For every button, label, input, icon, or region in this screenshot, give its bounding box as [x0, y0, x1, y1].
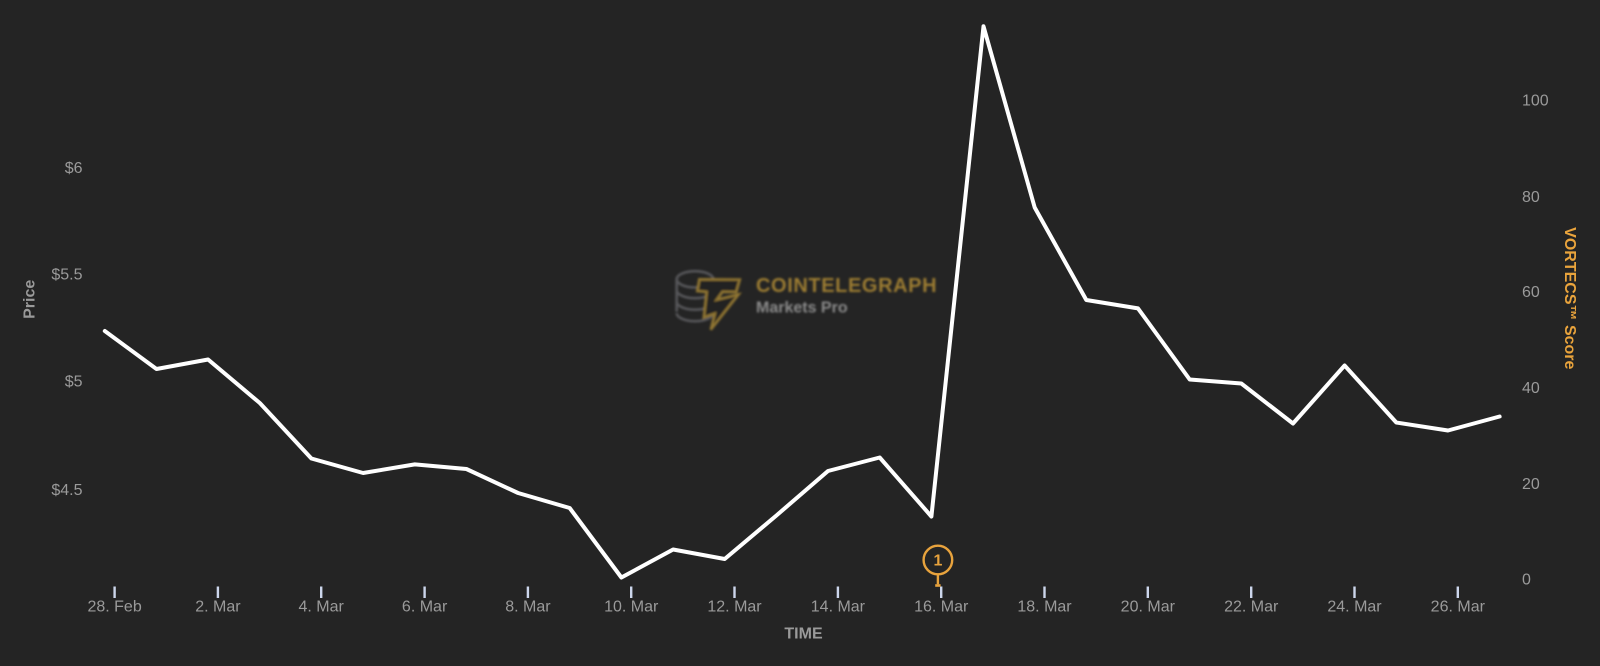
svg-text:12. Mar: 12. Mar	[707, 599, 762, 616]
svg-text:26. Mar: 26. Mar	[1431, 599, 1486, 616]
svg-text:COINTELEGRAPH: COINTELEGRAPH	[756, 275, 937, 297]
svg-text:60: 60	[1522, 284, 1540, 301]
svg-text:18. Mar: 18. Mar	[1017, 599, 1072, 616]
svg-text:20. Mar: 20. Mar	[1121, 599, 1176, 616]
svg-text:100: 100	[1522, 93, 1549, 110]
svg-text:$4.5: $4.5	[51, 482, 82, 499]
svg-text:Markets Pro: Markets Pro	[756, 300, 848, 317]
svg-text:40: 40	[1522, 380, 1540, 397]
svg-text:2. Mar: 2. Mar	[195, 599, 241, 616]
svg-text:4. Mar: 4. Mar	[299, 599, 345, 616]
svg-text:TIME: TIME	[784, 626, 823, 643]
svg-text:24. Mar: 24. Mar	[1327, 599, 1382, 616]
svg-text:20: 20	[1522, 476, 1540, 493]
svg-text:8. Mar: 8. Mar	[505, 599, 551, 616]
svg-text:$5.5: $5.5	[51, 266, 82, 283]
svg-text:14. Mar: 14. Mar	[811, 599, 866, 616]
svg-text:$6: $6	[65, 160, 83, 177]
svg-text:1: 1	[933, 553, 942, 570]
svg-text:Price: Price	[22, 280, 39, 319]
svg-text:$5: $5	[65, 373, 83, 390]
svg-text:16. Mar: 16. Mar	[914, 599, 969, 616]
svg-text:6. Mar: 6. Mar	[402, 599, 448, 616]
svg-text:0: 0	[1522, 572, 1531, 589]
svg-text:10. Mar: 10. Mar	[604, 599, 659, 616]
svg-text:22. Mar: 22. Mar	[1224, 599, 1279, 616]
svg-text:VORTECS™ Score: VORTECS™ Score	[1561, 227, 1578, 369]
svg-text:80: 80	[1522, 189, 1540, 206]
svg-text:28. Feb: 28. Feb	[87, 599, 141, 616]
